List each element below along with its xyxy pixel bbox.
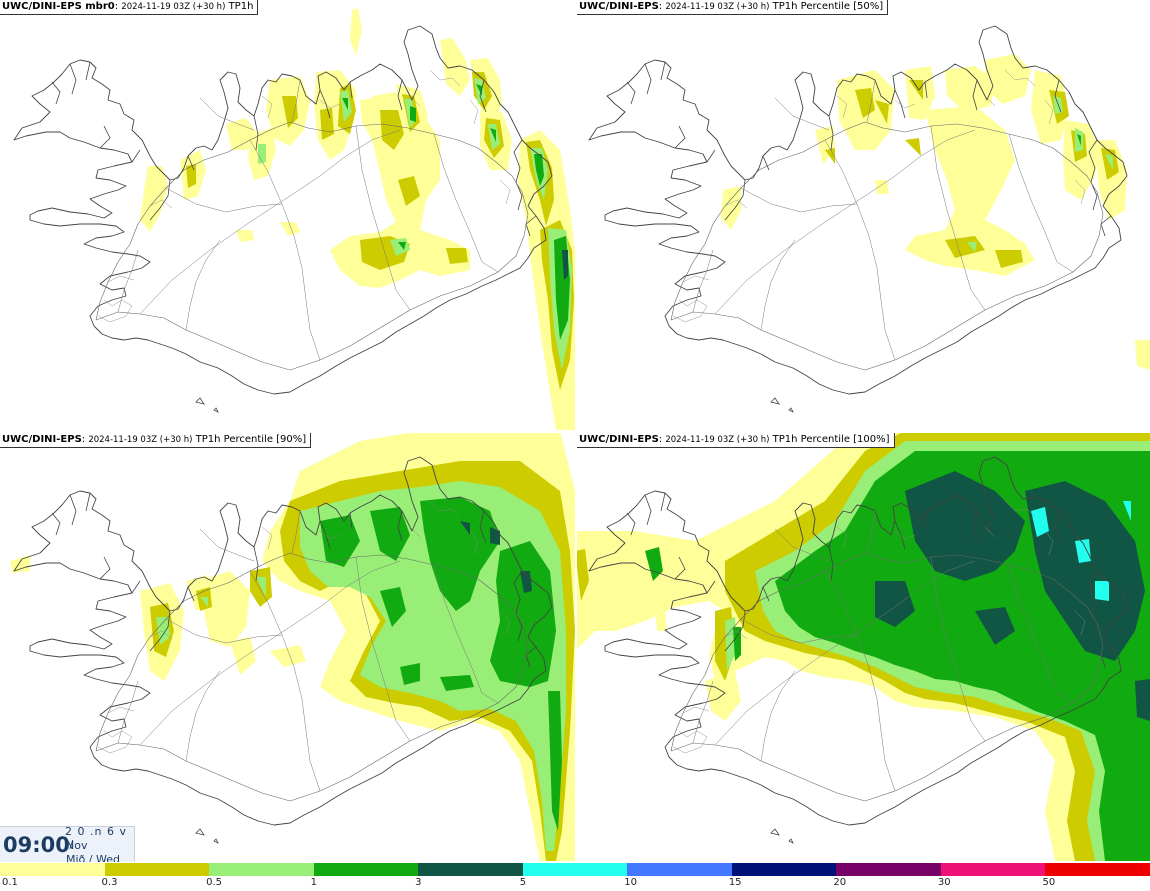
map-panel-p90: UWC/DINI-EPS: 2024-11-19 03Z (+30 h) TP1… (0, 433, 575, 862)
map-panel-p100: UWC/DINI-EPS: 2024-11-19 03Z (+30 h) TP1… (577, 433, 1150, 862)
field-name: TP1h Percentile [50%] (772, 1, 884, 12)
legend-swatch (313, 863, 419, 876)
legend-swatch (522, 863, 628, 876)
precipitation-map-p50 (588, 25, 1150, 413)
panel-title: UWC/DINI-EPS: 2024-11-19 03Z (+30 h) TP1… (577, 0, 889, 15)
panel-divider-horizontal (0, 431, 1150, 433)
legend-tick-label: 0.1 (2, 877, 18, 888)
legend-swatch (0, 863, 105, 876)
legend-swatch (836, 863, 941, 876)
legend-tick-label: 1 (310, 877, 317, 888)
run-date: 2024-11-19 03Z (+30 h) (665, 435, 770, 445)
map-panel-mbr0: UWC/DINI-EPS mbr0: 2024-11-19 03Z (+30 h… (0, 0, 575, 431)
legend-tick-label: 3 (415, 877, 422, 888)
panel-title: UWC/DINI-EPS mbr0: 2024-11-19 03Z (+30 h… (0, 0, 259, 15)
map-panel-p50: UWC/DINI-EPS: 2024-11-19 03Z (+30 h) TP1… (577, 0, 1150, 431)
legend-swatch (418, 863, 523, 876)
model-name: UWC/DINI-EPS (579, 434, 659, 445)
precipitation-map-p90 (10, 433, 575, 861)
color-legend: 0.1 0.3 0.5 1 3 5 10 15 20 30 50 (0, 862, 1150, 891)
field-name: TP1h Percentile [100%] (772, 434, 890, 445)
legend-tick-label: 10 (624, 877, 637, 888)
valid-time: 09:00 (3, 833, 70, 857)
field-name: TP1h Percentile [90%] (195, 434, 307, 445)
run-date: 2024-11-19 03Z (+30 h) (88, 435, 193, 445)
model-name: UWC/DINI-EPS (2, 434, 82, 445)
legend-tick-label: 5 (519, 877, 527, 888)
legend-swatch (1045, 863, 1150, 876)
model-name: UWC/DINI-EPS (579, 1, 659, 12)
legend-tick-label: 0.3 (101, 877, 118, 888)
precipitation-map-p100 (577, 433, 1150, 861)
legend-swatch (209, 863, 314, 876)
field-name: TP1h (228, 1, 254, 12)
legend-tick-label: 30 (937, 877, 951, 888)
run-date: 2024-11-19 03Z (+30 h) (121, 2, 226, 12)
legend-swatch (104, 863, 210, 876)
legend-tick-label: 20 (833, 877, 847, 888)
legend-swatch (731, 863, 837, 876)
legend-swatch (940, 863, 1046, 876)
legend-tick-label: 15 (728, 877, 742, 888)
valid-time-clock: 09:00 2 0 .n 6 v ./ Nov Mið / Wed (0, 825, 135, 866)
valid-days: 2 0 .n 6 v ./ (65, 825, 127, 851)
run-date: 2024-11-19 03Z (+30 h) (665, 2, 770, 12)
panel-title: UWC/DINI-EPS: 2024-11-19 03Z (+30 h) TP1… (0, 433, 312, 448)
model-name: UWC/DINI-EPS mbr0 (2, 1, 115, 12)
legend-tick-label: 50 (1042, 877, 1056, 888)
legend-color-bar (0, 863, 1150, 876)
legend-swatch (627, 863, 732, 876)
legend-tick-label: 0.5 (206, 877, 222, 888)
valid-month: Nov (66, 839, 88, 852)
panel-title: UWC/DINI-EPS: 2024-11-19 03Z (+30 h) TP1… (577, 433, 895, 448)
precipitation-map-mbr0 (13, 8, 575, 430)
